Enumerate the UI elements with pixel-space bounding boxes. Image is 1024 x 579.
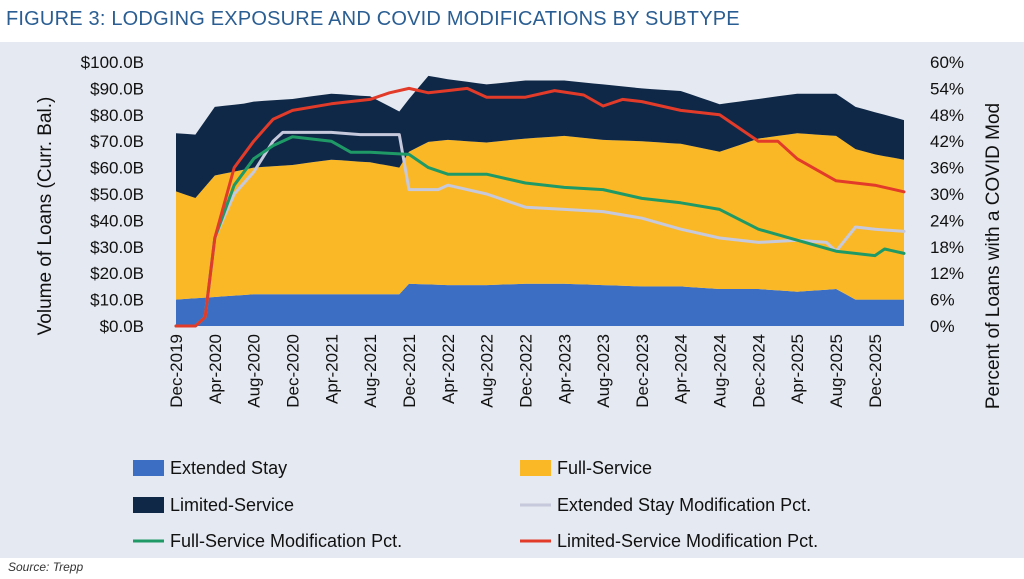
y-tick-label: $0.0B — [100, 317, 144, 336]
x-axis-ticks: Dec-2019 Apr-2020 Aug-2020 Dec-2020 Apr-2021… — [167, 334, 885, 408]
legend-swatch — [133, 497, 164, 513]
y-tick-label: $20.0B — [90, 264, 144, 283]
legend-extended-stay: Extended Stay — [133, 458, 287, 478]
legend-limited-service: Limited-Service — [133, 495, 294, 515]
line-full-service-mod-pct — [174, 135, 906, 328]
y2-tick-label: 12% — [930, 264, 964, 283]
x-tick-label: Aug-2025 — [827, 334, 846, 408]
y2-tick-label: 36% — [930, 159, 964, 178]
x-tick-label: Aug-2021 — [361, 334, 380, 408]
y-tick-label: $50.0B — [90, 185, 144, 204]
y-tick-label: $90.0B — [90, 79, 144, 98]
legend-label: Full-Service Modification Pct. — [170, 531, 402, 551]
x-tick-label: Dec-2022 — [516, 334, 535, 408]
y2-tick-label: 30% — [930, 185, 964, 204]
left-axis-title: Volume of Loans (Curr. Bal.) — [35, 97, 56, 336]
y-tick-label: $10.0B — [90, 291, 144, 310]
left-axis-ticks: $0.0B $10.0B $20.0B $30.0B $40.0B $50.0B $60.0… — [81, 53, 144, 336]
y2-tick-label: 0% — [930, 317, 955, 336]
x-tick-label: Aug-2023 — [594, 334, 613, 408]
stacked-area-layer — [176, 75, 904, 326]
legend-swatch — [520, 460, 551, 476]
y2-tick-label: 6% — [930, 291, 955, 310]
x-tick-label: Apr-2023 — [555, 334, 574, 404]
line-limited-service-mod-pct — [174, 86, 906, 328]
x-tick-label: Apr-2020 — [206, 334, 225, 404]
legend-extended-stay-mod-pct: Extended Stay Modification Pct. — [520, 495, 811, 515]
y2-tick-label: 24% — [930, 211, 964, 230]
y-tick-label: $80.0B — [90, 106, 144, 125]
x-tick-label: Dec-2025 — [866, 334, 885, 408]
legend-label: Full-Service — [557, 458, 652, 478]
chart-legend: Extended Stay Full-Service Limited-Service… — [133, 458, 818, 551]
area-full-service — [176, 133, 904, 300]
modification-lines-layer — [174, 86, 906, 328]
y2-tick-label: 54% — [930, 79, 964, 98]
y2-tick-label: 60% — [930, 53, 964, 72]
x-tick-label: Dec-2024 — [749, 334, 768, 408]
x-tick-label: Dec-2023 — [633, 334, 652, 408]
x-tick-label: Apr-2025 — [788, 334, 807, 404]
y-tick-label: $100.0B — [81, 53, 144, 72]
legend-label: Limited-Service — [170, 495, 294, 515]
y-tick-label: $70.0B — [90, 132, 144, 151]
legend-label: Extended Stay Modification Pct. — [557, 495, 811, 515]
x-tick-label: Apr-2024 — [672, 334, 691, 404]
legend-limited-service-mod-pct: Limited-Service Modification Pct. — [520, 531, 818, 551]
x-tick-label: Aug-2024 — [711, 334, 730, 408]
y-tick-label: $60.0B — [90, 159, 144, 178]
area-limited-service — [176, 75, 904, 198]
legend-swatch — [133, 460, 164, 476]
x-tick-label: Aug-2020 — [245, 334, 264, 408]
x-tick-label: Apr-2022 — [439, 334, 458, 404]
y-tick-label: $30.0B — [90, 238, 144, 257]
y-tick-label: $40.0B — [90, 211, 144, 230]
right-axis-ticks: 0% 6% 12% 18% 24% 30% 36% 42% 48% 54% 60% — [930, 53, 964, 336]
y2-tick-label: 18% — [930, 238, 964, 257]
area-extended-stay — [176, 283, 904, 326]
y2-tick-label: 48% — [930, 106, 964, 125]
right-axis-title: Percent of Loans with a COVID Mod — [983, 103, 1004, 409]
source-note: Source: Trepp — [8, 560, 84, 574]
legend-full-service-mod-pct: Full-Service Modification Pct. — [133, 531, 402, 551]
x-tick-label: Dec-2020 — [284, 334, 303, 408]
x-tick-label: Aug-2022 — [478, 334, 497, 408]
y2-tick-label: 42% — [930, 132, 964, 151]
legend-full-service: Full-Service — [520, 458, 652, 478]
x-tick-label: Apr-2021 — [322, 334, 341, 404]
x-tick-label: Dec-2019 — [167, 334, 186, 408]
figure-title: FIGURE 3: LODGING EXPOSURE AND COVID MOD… — [6, 8, 740, 30]
legend-label: Extended Stay — [170, 458, 287, 478]
x-tick-label: Dec-2021 — [400, 334, 419, 408]
legend-label: Limited-Service Modification Pct. — [557, 531, 818, 551]
